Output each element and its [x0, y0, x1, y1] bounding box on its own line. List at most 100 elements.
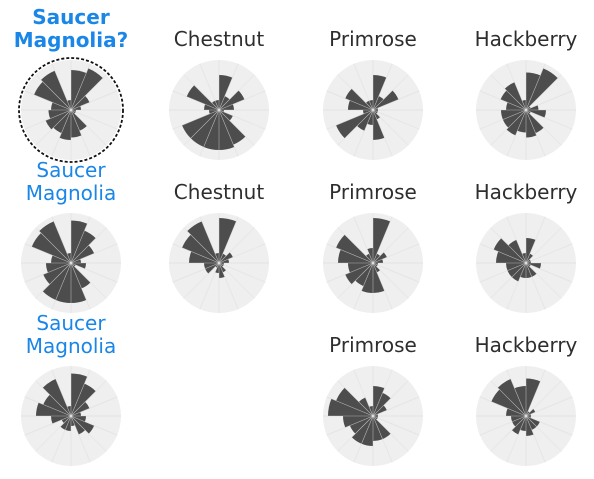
rose-divider — [24, 262, 72, 283]
rose-wedge — [39, 221, 71, 263]
rose-wedge — [187, 221, 219, 263]
rose-wedge — [42, 263, 71, 300]
rose-divider — [372, 243, 420, 264]
species-label: Primrose — [329, 180, 417, 204]
rose-divider — [199, 109, 220, 157]
rose-wedge — [373, 90, 399, 110]
rose-wedge — [336, 110, 373, 139]
rose-divider — [51, 216, 72, 264]
rose-divider — [70, 227, 107, 264]
rose-divider — [218, 262, 266, 283]
rose-divider — [479, 90, 527, 111]
rose-wedge — [526, 408, 536, 416]
rose-divider — [218, 63, 239, 111]
rose-divider — [353, 415, 374, 463]
rose-divider — [525, 262, 562, 299]
rose-divider — [372, 90, 420, 111]
rose-wedge — [71, 245, 95, 263]
rose-divider — [24, 415, 72, 436]
rose-wedge — [336, 234, 373, 263]
rose-divider — [479, 243, 527, 264]
species-label: Saucer — [36, 158, 106, 182]
rose-wedge — [71, 230, 96, 263]
rose-divider — [172, 90, 220, 111]
rose-wedge — [491, 389, 526, 416]
rose-wedge — [60, 416, 71, 430]
rose-divider — [218, 216, 239, 264]
rose-divider — [51, 109, 72, 157]
rose-divider — [70, 243, 118, 264]
rose-divider — [372, 380, 409, 417]
rose-divider — [172, 243, 220, 264]
rose-divider — [218, 109, 255, 146]
rose-divider — [24, 243, 72, 264]
rose-divider — [326, 396, 374, 417]
rose-divider — [490, 227, 527, 264]
rose-wedge — [506, 110, 526, 136]
rose-divider — [70, 216, 91, 264]
rose-divider — [70, 396, 118, 417]
rose-glyph[interactable] — [17, 56, 125, 164]
rose-divider — [326, 90, 374, 111]
rose-divider — [506, 369, 527, 417]
rose-wedge — [365, 100, 373, 110]
rose-divider — [479, 262, 527, 283]
rose-glyph[interactable] — [165, 209, 273, 317]
rose-divider — [70, 415, 118, 436]
rose-wedge — [373, 96, 384, 110]
rose-wedge — [373, 405, 387, 416]
rose-glyph[interactable] — [472, 209, 580, 317]
rose-glyph[interactable] — [319, 209, 427, 317]
rose-wedge — [493, 238, 526, 263]
rose-divider — [353, 63, 374, 111]
rose-wedge — [373, 218, 391, 263]
rose-wedge — [526, 416, 537, 430]
rose-divider — [525, 396, 573, 417]
rose-wedge — [211, 100, 219, 110]
rose-divider — [506, 415, 527, 463]
rose-divider — [353, 369, 374, 417]
rose-divider — [199, 63, 220, 111]
rose-divider — [218, 262, 255, 299]
rose-wedge — [373, 253, 381, 263]
rose-divider — [183, 109, 220, 146]
rose-wedge — [205, 263, 219, 274]
rose-glyph[interactable] — [17, 362, 125, 470]
rose-divider — [506, 216, 527, 264]
rose-divider — [70, 109, 107, 146]
rose-glyph[interactable] — [472, 56, 580, 164]
rose-divider — [337, 227, 374, 264]
species-label: Hackberry — [474, 27, 578, 51]
rose-divider — [218, 109, 239, 157]
rose-divider — [51, 63, 72, 111]
rose-wedge — [71, 263, 91, 289]
rose-divider — [525, 90, 573, 111]
rose-divider — [372, 63, 393, 111]
rose-wedge — [502, 110, 526, 128]
rose-divider — [70, 109, 118, 130]
rose-divider — [525, 415, 562, 452]
rose-wedge — [43, 394, 71, 416]
selection-ring — [18, 57, 124, 163]
rose-wedge — [336, 387, 373, 416]
rose-divider — [525, 415, 573, 436]
rose-glyph[interactable] — [472, 362, 580, 470]
rose-divider — [479, 415, 527, 436]
rose-glyph[interactable] — [17, 209, 125, 317]
rose-divider — [372, 415, 420, 436]
rose-wedge — [71, 110, 87, 131]
rose-wedge — [186, 85, 219, 110]
rose-glyph[interactable] — [319, 56, 427, 164]
rose-divider — [70, 369, 91, 417]
rose-divider — [51, 262, 72, 310]
rose-wedge — [504, 82, 526, 110]
rose-glyph[interactable] — [319, 362, 427, 470]
rose-divider — [372, 109, 420, 130]
rose-divider — [326, 243, 374, 264]
rose-wedge — [61, 416, 71, 424]
rose-divider — [525, 243, 573, 264]
rose-divider — [353, 262, 374, 310]
rose-divider — [525, 109, 573, 130]
rose-glyph[interactable] — [165, 56, 273, 164]
rose-wedge — [526, 416, 540, 427]
